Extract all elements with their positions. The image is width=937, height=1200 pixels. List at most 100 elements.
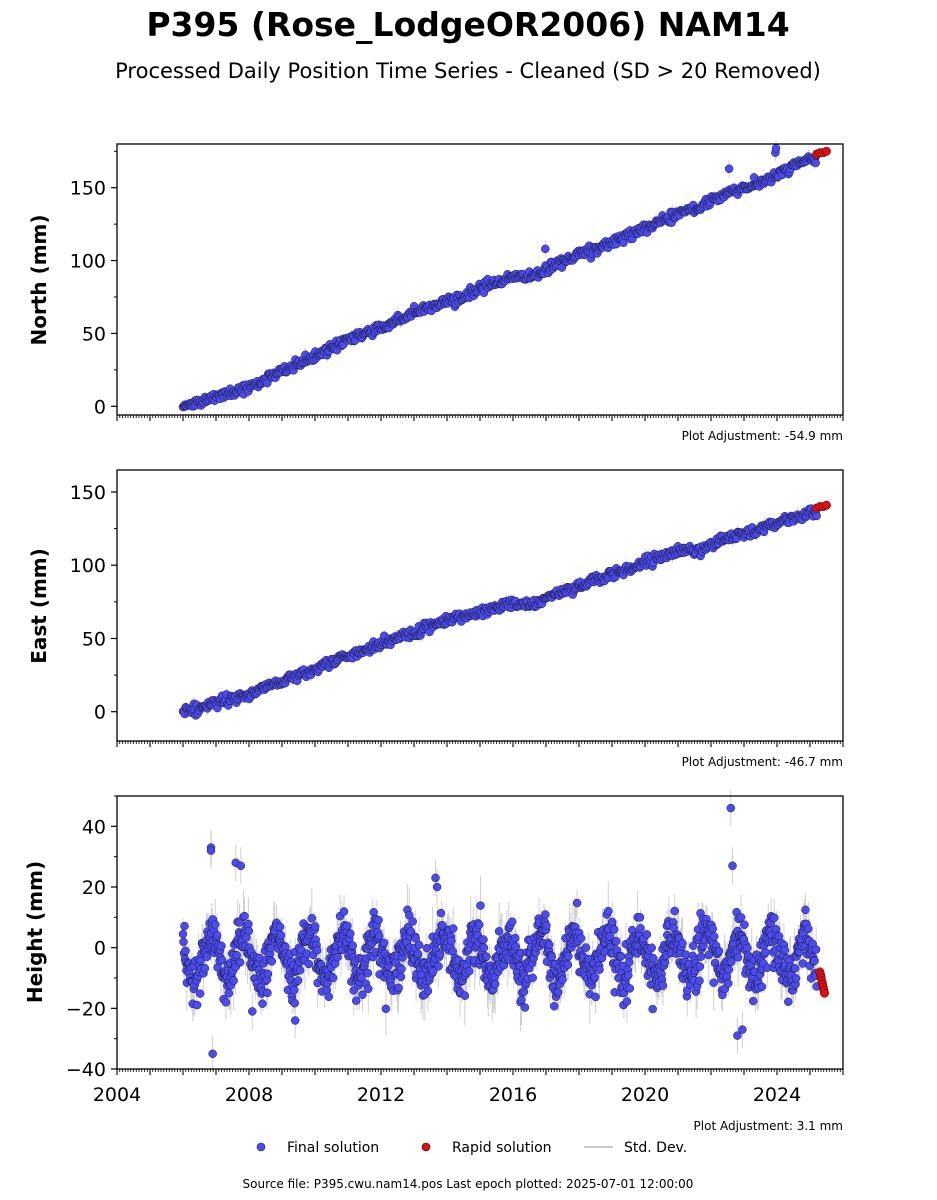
height-final-point (784, 997, 793, 1007)
height-outlier-point (728, 861, 737, 871)
height-final-point (647, 943, 656, 953)
height-final-point (811, 945, 821, 954)
height-final-point (448, 924, 458, 933)
height-final-point (312, 946, 322, 955)
height-final-point (374, 915, 383, 925)
height-final-point (358, 990, 367, 999)
east-ylabel: East (mm) (27, 548, 51, 664)
height-final-point (678, 939, 687, 948)
east-ytick-label: 100 (70, 555, 106, 577)
north-outlier-point (771, 144, 781, 153)
height-final-point (482, 952, 491, 961)
height-final-point (258, 999, 267, 1008)
height-final-point (541, 910, 550, 919)
height-outlier-point (432, 882, 442, 892)
height-final-point (428, 967, 438, 976)
height-final-point (408, 917, 417, 926)
height-final-point (381, 1004, 391, 1014)
height-final-point (622, 997, 632, 1006)
height-final-point (276, 930, 286, 940)
height-final-point (810, 956, 819, 966)
height-final-point (564, 951, 573, 961)
height-xtick-label: 2016 (489, 1084, 537, 1106)
height-outlier-point (290, 1016, 300, 1025)
height-ylabel: Height (mm) (23, 861, 47, 1003)
height-final-point (507, 917, 517, 926)
height-final-point (324, 992, 334, 1002)
height-final-point (642, 930, 652, 939)
height-final-point (624, 971, 633, 980)
height-final-point (801, 905, 810, 915)
height-final-point (397, 964, 406, 974)
height-final-point (510, 933, 520, 943)
height-ytick-label: 20 (82, 877, 106, 899)
height-final-point (351, 996, 361, 1005)
height-final-point (195, 989, 205, 998)
height-final-point (379, 938, 389, 948)
east-ytick-label: 0 (94, 702, 106, 724)
height-final-point (688, 941, 698, 951)
height-final-point (210, 920, 220, 929)
height-final-point (547, 952, 556, 962)
height-final-point (263, 988, 272, 998)
height-ytick-label: −20 (66, 998, 106, 1020)
height-final-point (748, 996, 758, 1006)
height-ytick-label: −40 (66, 1059, 106, 1081)
height-final-point (591, 992, 600, 1002)
height-final-point (590, 972, 599, 982)
height-final-point (635, 913, 645, 922)
height-rapid-point (820, 988, 829, 998)
height-ytick-label: 40 (82, 816, 106, 838)
height-final-point (307, 914, 317, 923)
height-final-point (494, 927, 504, 936)
height-final-point (670, 906, 679, 916)
height-final-point (658, 981, 668, 990)
north-ytick-label: 0 (94, 396, 106, 418)
height-final-point (224, 989, 234, 998)
height-final-point (724, 979, 733, 988)
height-outlier-point (738, 1025, 747, 1034)
figure-subtitle: Processed Daily Position Time Series - C… (115, 59, 821, 83)
legend-std-label: Std. Dev. (624, 1140, 687, 1156)
height-final-point (769, 913, 779, 923)
height-final-point (790, 964, 800, 973)
east-ytick-label: 50 (82, 628, 106, 650)
height-final-point (414, 940, 424, 950)
height-final-point (476, 901, 485, 910)
height-final-point (648, 954, 658, 963)
height-final-point (267, 957, 277, 966)
height-final-point (447, 936, 456, 946)
height-final-point (611, 936, 621, 946)
north-outlier-point (541, 244, 550, 254)
height-final-point (545, 940, 554, 950)
height-final-point (364, 984, 373, 994)
height-final-point (192, 1000, 202, 1010)
north-ytick-label: 50 (82, 323, 106, 345)
north-points (178, 144, 831, 412)
height-final-point (235, 958, 245, 967)
height-final-point (736, 913, 746, 922)
height-final-point (528, 973, 537, 983)
height-final-point (240, 911, 249, 921)
height-final-point (212, 931, 222, 940)
height-final-point (479, 935, 488, 944)
height-final-point (625, 957, 634, 967)
figure-title: P395 (Rose_LodgeOR2006) NAM14 (146, 5, 789, 44)
height-final-point (695, 962, 705, 971)
height-final-point (517, 995, 526, 1005)
height-final-point (648, 1004, 657, 1014)
height-final-point (490, 979, 500, 989)
height-final-point (791, 974, 801, 983)
height-final-point (200, 964, 210, 973)
height-final-point (423, 986, 433, 996)
height-final-point (558, 975, 567, 984)
height-final-point (520, 1003, 530, 1012)
height-final-point (244, 926, 254, 936)
height-final-point (549, 1001, 559, 1011)
height-final-point (295, 965, 305, 975)
height-final-point (609, 925, 619, 934)
height-final-point (714, 946, 724, 956)
height-final-point (757, 982, 767, 992)
height-final-point (263, 969, 273, 979)
